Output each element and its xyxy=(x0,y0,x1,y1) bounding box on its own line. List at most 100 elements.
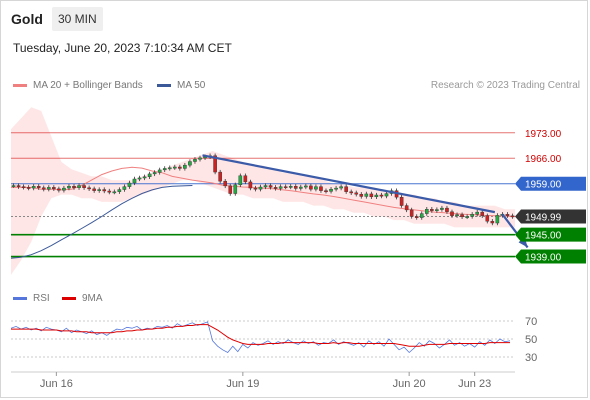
trendline-0 xyxy=(202,154,496,214)
candle-body xyxy=(364,193,369,197)
credit-text: Research © 2023 Trading Central xyxy=(430,80,580,91)
candle-body xyxy=(21,186,26,189)
x-tick-label-Jun 20: Jun 20 xyxy=(393,378,426,390)
candle-body xyxy=(147,173,152,178)
candle-body xyxy=(399,196,404,206)
price-label-1949.99: 1949.99 xyxy=(525,213,562,224)
candle-body xyxy=(167,167,172,170)
candle-body xyxy=(278,186,283,189)
candle-body xyxy=(374,194,379,198)
candle-body xyxy=(450,211,454,216)
candle-body xyxy=(268,185,273,188)
candle-body xyxy=(248,181,253,189)
candle-body xyxy=(384,193,389,197)
candle-body xyxy=(178,166,182,169)
candle-body xyxy=(329,188,333,192)
candle-body xyxy=(162,168,167,171)
candle-body xyxy=(293,186,298,189)
candle-body xyxy=(218,171,222,182)
rsi-level-label-70: 70 xyxy=(525,316,537,328)
instrument-title: Gold xyxy=(11,11,43,27)
rsi-line xyxy=(10,321,511,354)
ma50-swatch xyxy=(157,83,171,87)
rsi-ma-line xyxy=(11,324,510,347)
candle-body xyxy=(334,187,338,190)
candle-body xyxy=(188,161,192,166)
candle-body xyxy=(16,185,21,187)
candle-body xyxy=(460,214,464,218)
candle-body xyxy=(419,213,424,218)
candle-body xyxy=(445,207,449,212)
candle-body xyxy=(349,191,354,194)
candle-body xyxy=(283,186,288,189)
candle-body xyxy=(495,215,500,224)
price-tag-1959.00 xyxy=(515,176,586,191)
candle-body xyxy=(369,193,374,198)
candle-body xyxy=(223,180,228,187)
candle-body xyxy=(62,187,66,191)
candle-body xyxy=(107,190,112,193)
candle-body xyxy=(309,185,313,190)
candle-body xyxy=(359,194,364,197)
candle-body xyxy=(52,187,56,190)
candle-body xyxy=(198,157,202,160)
price-label-1966.00: 1966.00 xyxy=(525,154,562,165)
candle-body xyxy=(36,186,41,188)
legend-rsi-ma-label: 9MA xyxy=(82,293,103,304)
candle-body xyxy=(127,182,132,187)
x-tick-label-Jun 16: Jun 16 xyxy=(40,378,73,390)
candle-body xyxy=(102,189,107,192)
price-tag-1945.00 xyxy=(515,227,586,242)
candle-body xyxy=(435,209,439,211)
candle-body xyxy=(72,186,76,188)
legend-rsi-ma: 9MA xyxy=(62,293,103,304)
candle-body xyxy=(243,175,248,183)
rsi-level-label-50: 50 xyxy=(525,334,537,346)
price-tag-1949.99 xyxy=(515,209,586,224)
candle-body xyxy=(379,194,384,197)
price-label-1959.00: 1959.00 xyxy=(525,180,562,191)
legend-ma20-label: MA 20 + Bollinger Bands xyxy=(33,80,143,91)
candle-body xyxy=(152,172,157,175)
rsi-ma-swatch xyxy=(62,296,76,300)
ma20-line xyxy=(11,166,516,217)
candle-body xyxy=(41,187,46,190)
candle-body xyxy=(324,190,328,193)
candle-body xyxy=(213,155,217,173)
candle-body xyxy=(258,186,263,190)
candle-body xyxy=(172,166,177,169)
candle-body xyxy=(505,214,510,216)
candle-body xyxy=(430,208,434,211)
rsi-level-label-30: 30 xyxy=(525,352,537,364)
legend-ma20: MA 20 + Bollinger Bands xyxy=(13,80,143,91)
candle-body xyxy=(137,177,142,180)
candle-body xyxy=(157,169,162,173)
candle-body xyxy=(122,186,127,190)
candle-body xyxy=(288,186,293,188)
candle-body xyxy=(510,215,515,218)
legend-rsi-label: RSI xyxy=(33,293,50,304)
candle-body xyxy=(31,186,36,189)
candle-body xyxy=(339,186,343,189)
candle-body xyxy=(97,189,101,191)
price-label-1973.00: 1973.00 xyxy=(525,129,562,140)
candle-body xyxy=(11,185,16,187)
candle-body xyxy=(112,191,117,194)
x-tick-label-Jun 19: Jun 19 xyxy=(226,378,259,390)
interval-button[interactable]: 30 MIN xyxy=(52,7,103,31)
candle-body xyxy=(233,184,238,194)
legend-ma50-label: MA 50 xyxy=(177,80,206,91)
candle-body xyxy=(193,159,197,162)
candle-body xyxy=(67,186,71,189)
candle-body xyxy=(238,175,243,186)
candle-body xyxy=(465,216,469,218)
legend-ma50: MA 50 xyxy=(157,80,205,91)
candle-body xyxy=(475,211,480,215)
timestamp: Tuesday, June 20, 2023 7:10:34 AM CET xyxy=(13,41,232,55)
candle-body xyxy=(92,188,96,191)
candle-body xyxy=(455,214,459,217)
candle-body xyxy=(299,186,303,189)
candle-body xyxy=(314,186,318,190)
